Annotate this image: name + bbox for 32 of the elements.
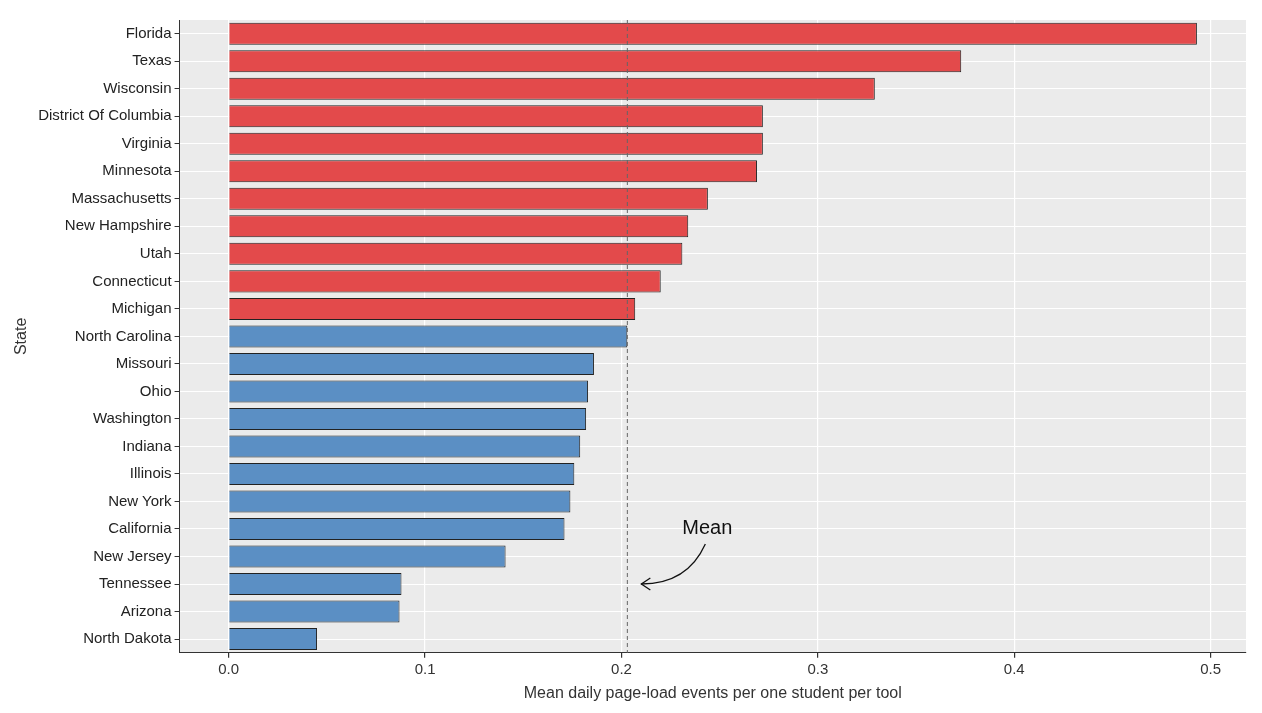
y-tick-label: Virginia: [121, 133, 173, 151]
x-tick-label: 0.2: [611, 659, 632, 677]
y-tick-label: Washington: [92, 409, 172, 427]
y-tick-label: Connecticut: [92, 271, 173, 289]
x-tick-label: 0.4: [1003, 659, 1025, 677]
x-axis-title: Mean daily page-load events per one student per tool: [523, 683, 902, 701]
ref-line-label: Mean: [682, 515, 733, 538]
y-tick-label: New Hampshire: [64, 216, 172, 234]
y-tick-label: Texas: [132, 51, 172, 69]
y-tick-label: Minnesota: [102, 161, 173, 179]
y-tick-label: Utah: [139, 244, 172, 261]
y-tick-label: Illinois: [129, 464, 172, 482]
y-tick-label: New Jersey: [93, 546, 173, 564]
y-tick-label: Michigan: [111, 299, 172, 317]
y-tick-label: California: [108, 519, 173, 537]
y-tick-label: Florida: [125, 23, 173, 41]
y-tick-label: Missouri: [115, 354, 172, 372]
y-tick-label: District Of Columbia: [38, 106, 173, 124]
y-tick-label: New York: [108, 491, 173, 509]
y-tick-label: Arizona: [120, 601, 173, 619]
y-tick-label: North Carolina: [74, 326, 173, 344]
y-tick-label: Tennessee: [99, 574, 172, 592]
y-axis-title: State: [12, 317, 30, 356]
y-tick-label: Wisconsin: [103, 78, 172, 96]
x-tick-label: 0.3: [807, 659, 829, 677]
x-tick-label: 0.5: [1200, 659, 1222, 677]
x-tick-label: 0.1: [414, 659, 436, 677]
y-tick-label: Indiana: [122, 436, 173, 454]
x-tick-label: 0.0: [218, 659, 240, 677]
y-tick-label: Ohio: [139, 381, 172, 399]
y-tick-label: North Dakota: [83, 629, 173, 647]
y-tick-label: Massachusetts: [71, 188, 172, 206]
